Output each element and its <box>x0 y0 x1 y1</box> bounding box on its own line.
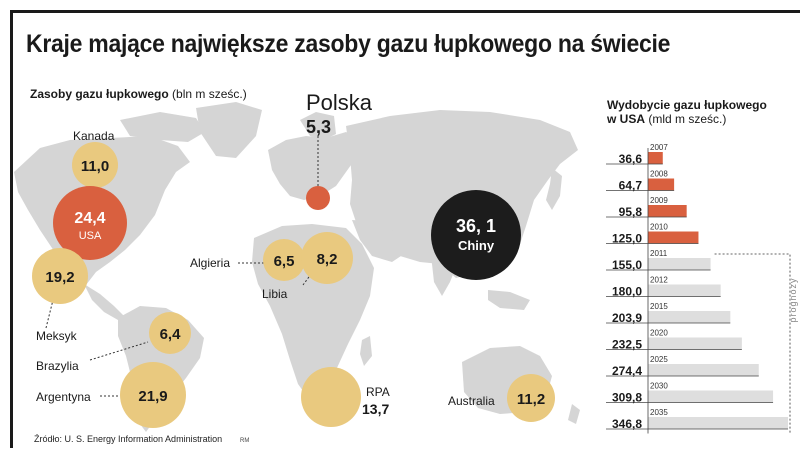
bar-value-label: 64,7 <box>619 179 643 193</box>
usa-chart-title-line2: w USA (mld m sześc.) <box>607 112 726 126</box>
bar-value-label: 309,8 <box>612 391 642 405</box>
value-usa: 24,4 <box>74 210 105 227</box>
bar <box>648 337 742 350</box>
bar-year-label: 2015 <box>650 302 668 311</box>
name-kanada: Kanada <box>73 129 115 143</box>
bar <box>648 417 788 429</box>
usa-production-bars: 2007 36,6 2008 64,7 2009 95,8 2010 125,0 2011 155… <box>606 143 791 434</box>
bubble-libia <box>301 232 353 284</box>
bubble-chiny <box>431 190 521 280</box>
leader-meksyk <box>45 295 55 329</box>
bar <box>648 311 731 323</box>
name-polska: Polska <box>306 90 373 115</box>
bar-value-label: 203,9 <box>612 311 642 325</box>
name-australia: Australia <box>448 394 495 408</box>
bar <box>648 231 699 244</box>
value-chiny: 36, 1 <box>456 216 496 236</box>
reserves-heading-unit: (bln m sześc.) <box>172 87 247 101</box>
name-algieria: Algieria <box>190 256 230 270</box>
bubble-australia <box>507 374 555 422</box>
bubble-polska <box>306 186 330 210</box>
bar-value-label: 274,4 <box>612 364 642 378</box>
value-argentyna: 21,9 <box>138 388 167 405</box>
bubble-meksyk <box>32 248 88 304</box>
bar <box>648 364 759 376</box>
value-meksyk: 19,2 <box>45 269 74 286</box>
reserves-heading: Zasoby gazu łupkowego (bln m sześc.) <box>30 87 247 101</box>
bar-year-label: 2020 <box>650 329 668 338</box>
bubble-usa <box>53 186 127 260</box>
bubble-algieria <box>263 239 305 281</box>
forecast-label: prognozy <box>788 277 798 322</box>
bar-year-label: 2025 <box>650 355 668 364</box>
name-libia: Libia <box>262 287 288 301</box>
bar <box>648 284 721 297</box>
leader-lines <box>45 136 319 397</box>
bubble-kanada <box>72 142 118 188</box>
value-kanada: 11,0 <box>81 158 109 175</box>
name-usa: USA <box>79 230 102 242</box>
forecast-bracket <box>714 253 791 434</box>
value-rpa: 13,7 <box>362 401 389 417</box>
bar-year-label: 2010 <box>650 223 668 232</box>
bubble-rpa <box>301 367 361 427</box>
leader-libia <box>302 269 315 286</box>
bar <box>648 258 711 270</box>
bar-year-label: 2011 <box>650 249 668 258</box>
bar-value-label: 346,8 <box>612 417 642 431</box>
name-chiny: Chiny <box>458 238 495 253</box>
bar <box>648 205 687 217</box>
bar-value-label: 125,0 <box>612 232 642 246</box>
bar-year-label: 2012 <box>650 276 668 285</box>
bar-value-label: 95,8 <box>619 205 643 219</box>
reserve-bubbles <box>32 142 555 428</box>
source-note: Źródło: U. S. Energy Information Adminis… <box>34 434 223 444</box>
bar <box>648 152 663 164</box>
bar-year-label: 2009 <box>650 196 668 205</box>
bar <box>648 390 774 403</box>
page-title: Kraje mające największe zasoby gazu łupk… <box>26 30 671 58</box>
frame-top-rule <box>10 10 800 13</box>
credit-mark: RM <box>240 438 250 444</box>
bar-value-label: 232,5 <box>612 338 642 352</box>
name-brazylia: Brazylia <box>36 359 79 373</box>
name-rpa: RPA <box>366 385 390 399</box>
reserve-labels: Kanada 11,0 24,4 USA 19,2 Meksyk 6,4 Bra… <box>36 90 545 417</box>
bar-value-label: 180,0 <box>612 285 642 299</box>
usa-chart-title-line1: Wydobycie gazu łupkowego <box>607 98 767 112</box>
bar-year-label: 2035 <box>650 408 668 417</box>
value-australia: 11,2 <box>517 391 545 408</box>
frame-left-rule <box>10 10 13 448</box>
value-brazylia: 6,4 <box>160 326 182 343</box>
reserves-heading-bold: Zasoby gazu łupkowego <box>30 87 169 101</box>
bar-year-label: 2008 <box>650 170 668 179</box>
bar-year-label: 2007 <box>650 143 668 152</box>
value-polska: 5,3 <box>306 117 331 137</box>
bubble-argentyna <box>120 362 186 428</box>
value-algieria: 6,5 <box>274 253 295 270</box>
bubble-brazylia <box>149 312 191 354</box>
usa-chart-title-bold: w USA <box>607 112 646 126</box>
name-argentyna: Argentyna <box>36 390 91 404</box>
usa-chart-unit: (mld m sześc.) <box>648 112 727 126</box>
bar-year-label: 2030 <box>650 382 668 391</box>
bar-value-label: 36,6 <box>619 152 643 166</box>
bar <box>648 178 675 191</box>
name-meksyk: Meksyk <box>36 329 78 343</box>
bar-value-label: 155,0 <box>612 258 642 272</box>
value-libia: 8,2 <box>317 251 338 268</box>
